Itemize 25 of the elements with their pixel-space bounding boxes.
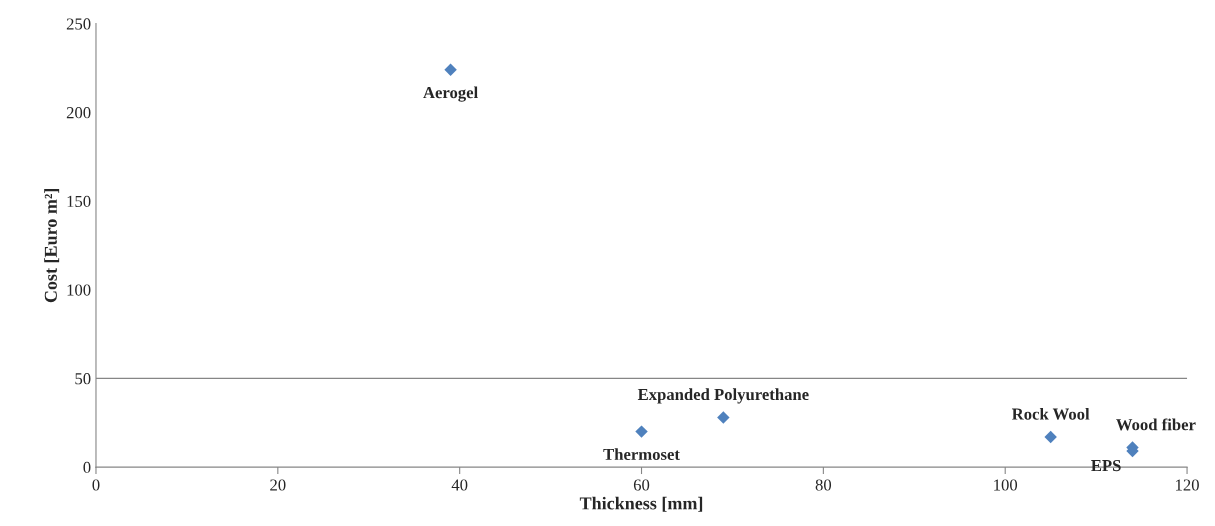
y-tick-label: 250 [66, 18, 91, 30]
y-tick-label: 150 [67, 195, 91, 207]
y-axis-title: Cost [Euro m²] [44, 189, 60, 303]
annotation: Wood fiber [1116, 418, 1196, 431]
point [635, 425, 648, 438]
point [717, 411, 730, 424]
x-axis-title: Thickness [mm] [579, 496, 703, 512]
annotation: Expanded Polyurethane [637, 388, 809, 404]
annotation: Aerogel [423, 86, 478, 102]
annotation: Thermoset [603, 448, 680, 461]
y-tick-label: 100 [67, 284, 91, 296]
x-tick-label: 80 [815, 479, 832, 491]
y-tick-label: 0 [83, 461, 91, 474]
x-tick-label: 60 [633, 479, 650, 491]
annotation: EPS [1091, 459, 1121, 472]
x-tick-label: 100 [994, 479, 1018, 491]
x-tick-label: 0 [92, 479, 100, 491]
point [444, 63, 457, 76]
point [1044, 430, 1057, 444]
x-tick-label: 120 [1176, 479, 1199, 491]
x-tick-label: 40 [451, 479, 468, 491]
x-tick-label: 20 [270, 479, 286, 491]
y-tick-label: 50 [75, 373, 91, 385]
annotation: Rock Wool [1011, 407, 1090, 420]
y-tick-label: 200 [66, 107, 91, 119]
